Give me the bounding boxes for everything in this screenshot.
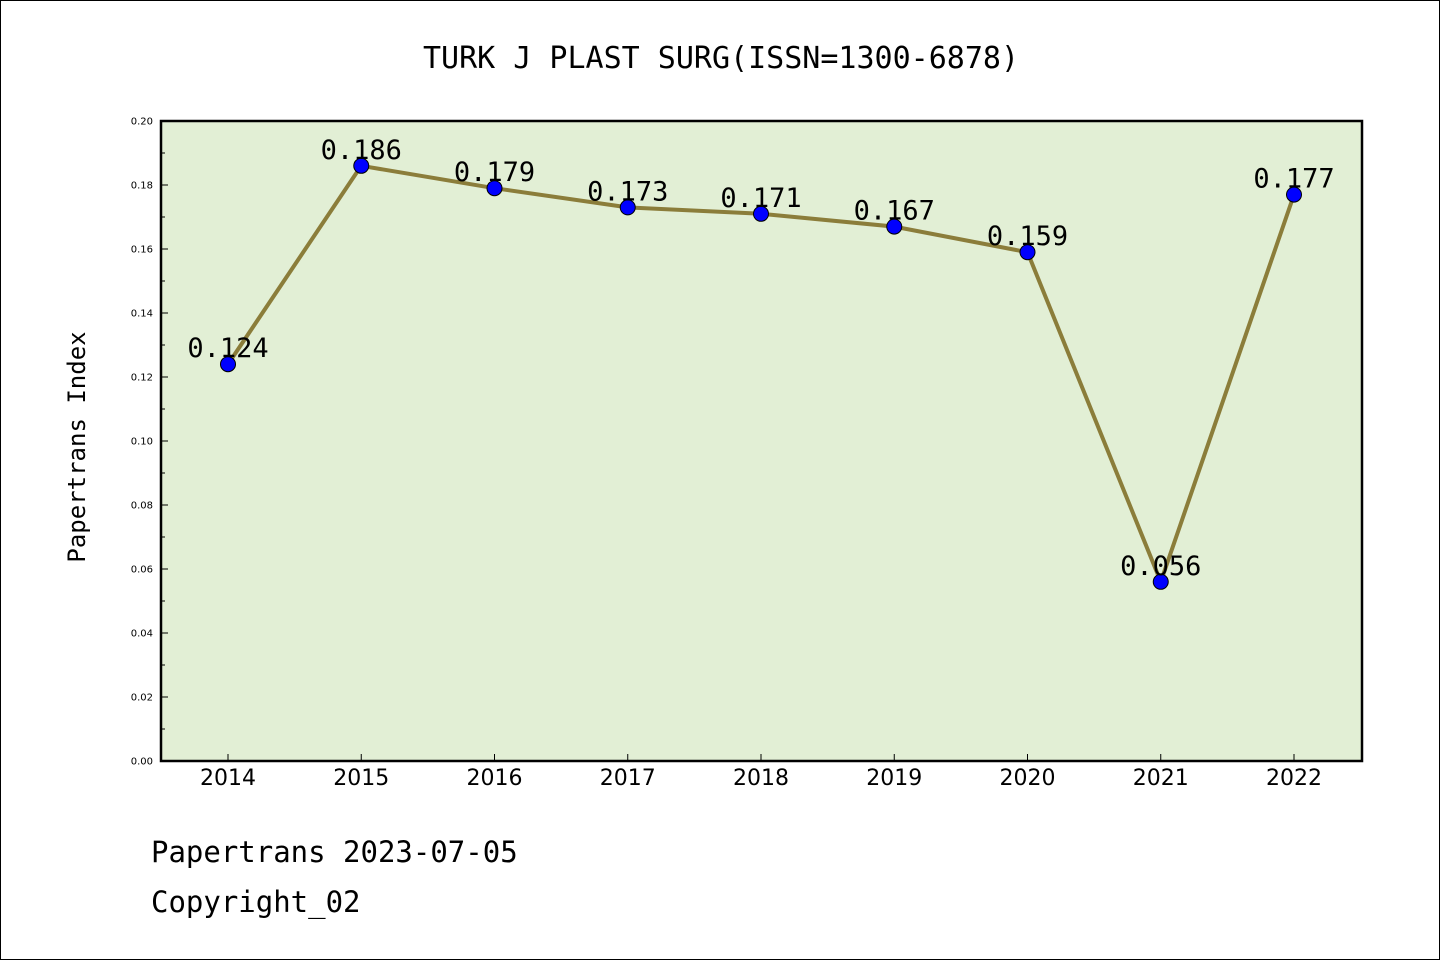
data-label: 0.167 <box>854 196 935 227</box>
x-tick-label: 2016 <box>467 766 523 791</box>
y-tick-label: 0.16 <box>131 245 153 256</box>
data-label: 0.179 <box>454 157 535 188</box>
plot-border <box>159 119 1364 763</box>
data-label: 0.177 <box>1253 164 1334 195</box>
x-tick-label: 2019 <box>866 766 922 791</box>
series-papertrans-index <box>220 157 1302 590</box>
x-tick-label: 2017 <box>600 766 656 791</box>
data-label: 0.171 <box>720 183 801 214</box>
data-point <box>1019 244 1036 261</box>
data-point <box>753 205 769 222</box>
data-point <box>486 180 503 197</box>
y-tick-label: 0.06 <box>131 565 153 576</box>
data-point <box>220 356 236 373</box>
x-tick-label: 2014 <box>200 766 256 791</box>
x-axis: 2014 2015 2016 2017 2018 2019 2020 2021 2022 <box>200 754 1322 791</box>
data-point <box>353 157 370 174</box>
y-tick-label: 0.20 <box>131 117 153 128</box>
x-tick-label: 2022 <box>1266 766 1322 791</box>
data-point <box>1152 573 1169 590</box>
data-label: 0.124 <box>187 333 268 364</box>
data-label: 0.056 <box>1120 551 1201 582</box>
footer-copyright: Copyright_02 <box>151 885 361 919</box>
data-point <box>619 199 636 216</box>
y-tick-label: 0.08 <box>131 501 153 512</box>
x-tick-label: 2018 <box>733 766 789 791</box>
data-label: 0.159 <box>987 221 1068 252</box>
x-tick-label: 2020 <box>1000 766 1056 791</box>
y-axis-label: Papertrans Index <box>63 331 91 562</box>
x-tick-label: 2015 <box>333 766 389 791</box>
y-tick-label: 0.00 <box>131 757 153 768</box>
data-label: 0.173 <box>587 176 668 207</box>
data-label: 0.186 <box>321 135 402 166</box>
y-tick-label: 0.14 <box>131 309 153 320</box>
data-point <box>1286 186 1302 203</box>
chart-title: TURK J PLAST SURG(ISSN=1300-6878) <box>423 41 1019 76</box>
data-labels: 0.124 0.186 0.179 0.173 0.171 0.167 0.159 0.056… <box>187 135 1334 582</box>
y-tick-label: 0.04 <box>131 629 153 640</box>
plot-area <box>161 121 1362 761</box>
y-tick-label: 0.10 <box>131 437 153 448</box>
footer-date: Papertrans 2023-07-05 <box>151 835 518 869</box>
y-tick-label: 0.12 <box>131 373 153 384</box>
data-point <box>886 218 903 235</box>
x-tick-label: 2021 <box>1133 766 1189 791</box>
y-tick-label: 0.18 <box>131 181 153 192</box>
y-tick-label: 0.02 <box>131 693 153 704</box>
